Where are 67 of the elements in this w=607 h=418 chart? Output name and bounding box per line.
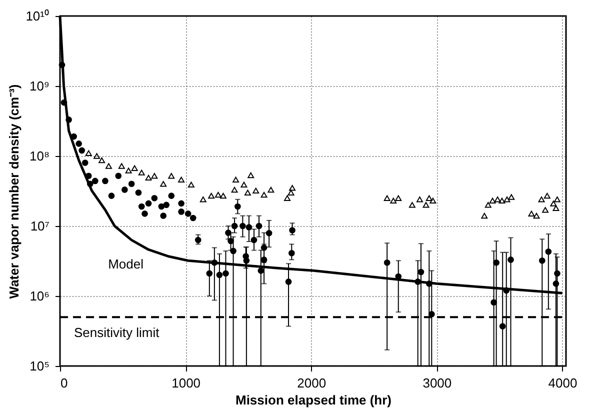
point [528,210,535,217]
point [533,212,540,219]
point [481,212,488,219]
point [231,186,238,193]
point [542,206,549,213]
point [504,196,510,202]
point [151,173,158,179]
y-tick-label: 10¹⁰ [26,8,50,24]
y-tick-label: 10⁸ [30,148,50,164]
ref-line-label: Sensitivity limit [74,325,160,340]
point [550,200,557,206]
point [260,192,268,198]
point [498,198,506,204]
point [244,190,251,196]
point [408,202,416,208]
point [160,180,167,187]
point [416,196,423,202]
x-tick-label: 0 [60,376,68,390]
point [395,195,402,202]
point [131,165,138,172]
point [240,182,248,188]
x-axis-title: Mission elapsed time (hr) [235,392,392,408]
point [384,195,390,202]
point [98,157,106,164]
y-tick-label: 10⁵ [30,358,50,374]
x-tick-label: 3000 [422,376,452,390]
point [105,163,112,169]
point [538,196,545,202]
point [552,205,560,212]
point [232,176,240,182]
point [168,173,175,179]
point [288,190,294,196]
point [145,174,152,181]
point [284,195,290,202]
point [85,150,92,156]
point [289,185,296,191]
point [248,172,254,178]
point [426,195,432,202]
point [178,176,185,182]
point [220,192,226,199]
point [252,188,260,194]
point [268,186,274,193]
point [554,196,560,202]
x-tick-label: 2000 [297,376,326,390]
x-tick-label: 4000 [548,376,578,390]
point [214,192,222,198]
y-axis-title: Water vapor number density (cm⁻³) [6,84,22,299]
point [430,198,436,204]
point [422,202,430,208]
point [138,170,145,176]
point [188,182,194,188]
point [118,163,125,169]
point [200,196,206,202]
point [544,192,550,199]
point [94,153,100,159]
y-tick-label: 10⁹ [29,78,50,94]
point [508,194,515,200]
point [390,198,397,204]
annotation: Model [108,256,144,272]
y-tick-label: 10⁷ [30,218,50,234]
point [484,202,492,208]
x-tick-label: 1000 [172,376,201,390]
point [208,192,215,199]
point [494,196,501,202]
point [125,168,132,174]
y-tick-label: 10⁶ [30,288,50,304]
point [489,198,496,204]
